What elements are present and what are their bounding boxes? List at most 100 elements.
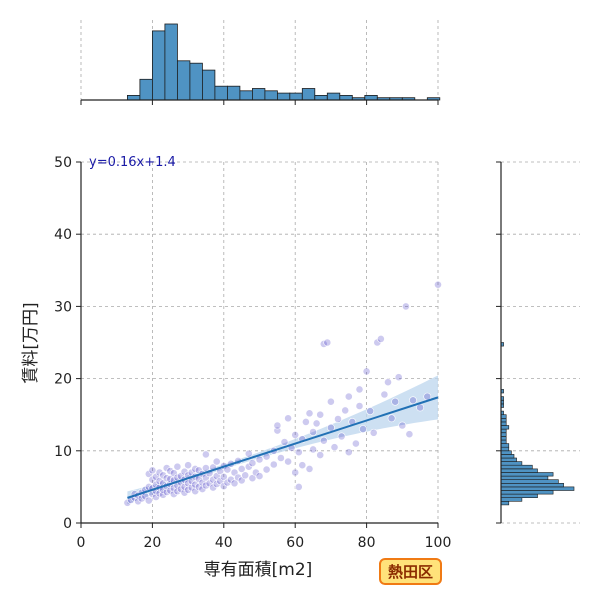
y-marginal-bar [500, 500, 510, 506]
scatter-point [248, 459, 257, 467]
scatter-point [305, 409, 314, 418]
x-marginal-bar [314, 95, 328, 101]
scatter-point [148, 466, 157, 475]
y-marginal-histogram [496, 161, 580, 524]
x-marginal-bar [276, 92, 291, 101]
x-marginal-axis [80, 99, 439, 105]
y-marginal-bar [500, 454, 515, 459]
scatter-point [362, 367, 371, 376]
y-tick-label: 40 [54, 227, 72, 243]
scatter-point [401, 302, 410, 311]
x-marginal-bar [301, 88, 316, 101]
y-marginal-bar [500, 432, 507, 437]
x-marginal-bar [139, 78, 153, 101]
y-axis-title: 賃料[万円] [21, 302, 41, 383]
x-marginal-bar [214, 85, 228, 101]
scatter-point [323, 338, 332, 347]
scatter-point [284, 414, 292, 423]
scatter-point [255, 472, 264, 480]
scatter-point [284, 457, 292, 466]
y-marginal-bars [500, 342, 575, 506]
y-marginal-bar [500, 457, 517, 462]
scatter-point [294, 448, 303, 457]
y-marginal-bar [500, 428, 507, 434]
y-marginal-bar [500, 425, 510, 430]
scatter-point [376, 334, 385, 343]
scatter-point [241, 471, 250, 480]
scatter-point [394, 373, 403, 382]
district-badge-label: 熱田区 [388, 563, 433, 581]
scatter-points [123, 280, 442, 507]
y-tick-label: 30 [54, 299, 72, 315]
y-marginal-bar [500, 446, 510, 452]
x-marginal-bar [251, 88, 266, 101]
x-marginal-bars [127, 23, 441, 101]
scatter-point [144, 496, 153, 505]
scatter-point [244, 449, 253, 458]
y-marginal-bar [500, 443, 510, 448]
scatter-point [409, 396, 417, 405]
x-axis-title: 専有面積[m2] [204, 560, 313, 580]
regression-line-group [127, 396, 439, 499]
regression-equation: y=0.16x+1.4 [89, 155, 176, 170]
y-marginal-bar [500, 490, 554, 495]
y-tick-label: 50 [54, 155, 72, 171]
scatter-point [291, 468, 300, 477]
scatter-point [301, 417, 310, 426]
scatter-point [291, 430, 300, 439]
scatter-point [326, 397, 335, 406]
scatter-point [398, 421, 407, 430]
x-tick-label: 20 [143, 535, 161, 551]
scatter-point [316, 451, 325, 459]
y-marginal-bar [500, 475, 549, 481]
district-badge-background [379, 558, 442, 585]
x-marginal-bar [264, 90, 278, 101]
scatter-point [201, 450, 210, 459]
x-marginal-bar [189, 62, 203, 101]
y-marginal-bar [500, 468, 538, 473]
x-marginal-bar [164, 23, 178, 101]
y-marginal-axis [496, 161, 502, 524]
scatter-point [262, 465, 271, 474]
scatter-point [280, 438, 289, 446]
scatter-point [337, 432, 346, 441]
y-marginal-bar [500, 421, 507, 426]
main-axes [76, 161, 439, 528]
y-tick-label: 10 [54, 444, 72, 460]
x-marginal-histogram [80, 20, 441, 105]
y-marginal-bar [500, 472, 554, 477]
x-tick-label: 60 [286, 535, 304, 551]
scatter-point [355, 402, 364, 410]
scatter-point [305, 464, 314, 473]
scatter-point [387, 414, 396, 423]
scatter-point [230, 479, 239, 488]
y-marginal-bar [500, 497, 523, 502]
x-tick-labels: 0 20 40 60 80 100 [77, 535, 452, 551]
scatter-point [219, 472, 228, 481]
scatter-point [173, 462, 182, 471]
scatter-point [269, 460, 278, 469]
y-marginal-bar [500, 493, 538, 499]
district-badge: 熱田区 [379, 558, 442, 585]
scatter-plot: 0 20 40 60 80 100 0 10 20 30 40 50 y=0.16x+1.4 専有面… [21, 155, 451, 580]
scatter-point [319, 436, 328, 445]
scatter-point [316, 410, 325, 419]
x-tick-label: 40 [215, 535, 233, 551]
scatter-point [298, 461, 307, 470]
x-marginal-bar [176, 60, 191, 101]
scatter-point [369, 428, 378, 437]
scatter-point [351, 439, 360, 448]
x-marginal-bar [151, 30, 166, 101]
scatter-point [380, 390, 389, 399]
scatter-point [334, 415, 342, 423]
y-marginal-bar [500, 482, 564, 488]
scatter-point [344, 448, 353, 457]
x-marginal-bar [326, 92, 341, 101]
y-marginal-bar [500, 486, 575, 491]
scatter-point [309, 428, 317, 436]
x-marginal-bar [339, 95, 353, 101]
scatter-point [212, 457, 221, 466]
y-tick-label: 0 [63, 516, 72, 532]
scatter-point [312, 419, 321, 428]
